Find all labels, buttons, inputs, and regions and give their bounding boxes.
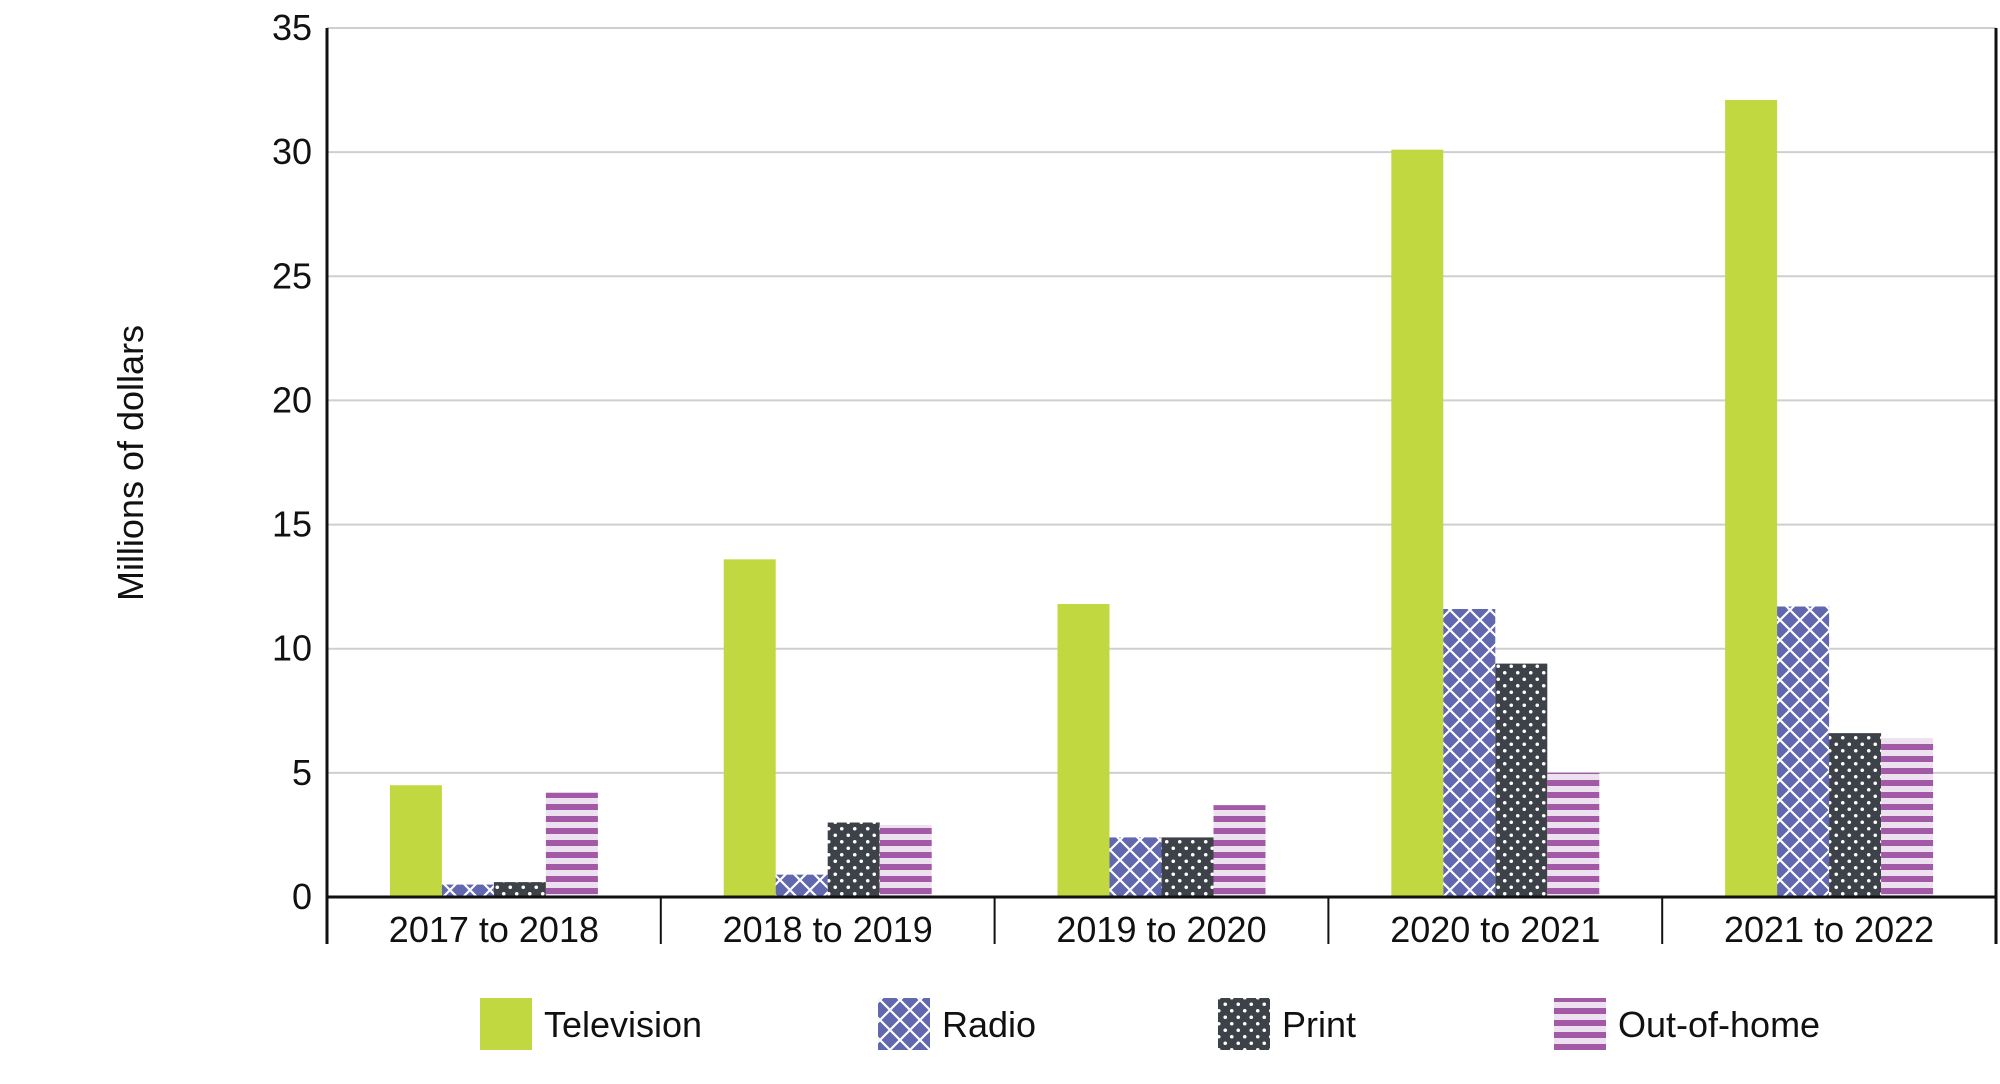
- bar-out-of-home: [1213, 805, 1266, 897]
- bar-radio: [441, 884, 494, 897]
- legend-label: Television: [544, 1004, 702, 1045]
- bar-radio: [1777, 606, 1830, 897]
- legend: Television Radio Print Out-of-home: [480, 998, 1820, 1050]
- x-category-label: 2021 to 2022: [1724, 909, 1934, 950]
- legend-label: Print: [1282, 1004, 1356, 1045]
- bar-radio: [1109, 837, 1162, 897]
- legend-swatch: [480, 998, 532, 1050]
- legend-item: Print: [1218, 998, 1356, 1050]
- x-category-label: 2017 to 2018: [389, 909, 599, 950]
- y-tick-label: 20: [272, 379, 312, 420]
- bar-out-of-home: [879, 824, 932, 897]
- bar-television: [723, 559, 776, 897]
- legend-label: Out-of-home: [1618, 1004, 1820, 1045]
- bar-print: [827, 822, 880, 897]
- bars: [389, 100, 1934, 897]
- bar-television: [389, 785, 442, 897]
- bar-print: [1829, 733, 1882, 897]
- bar-television: [1057, 604, 1110, 897]
- legend-swatch: [1554, 998, 1606, 1050]
- y-tick-label: 10: [272, 628, 312, 669]
- y-tick-label: 5: [292, 752, 312, 793]
- y-axis-title: Millions of dollars: [110, 325, 151, 601]
- x-category-label: 2018 to 2019: [723, 909, 933, 950]
- bar-print: [1495, 663, 1548, 897]
- bar-out-of-home: [1881, 738, 1934, 897]
- legend-swatch: [878, 998, 930, 1050]
- bar-television: [1391, 149, 1444, 897]
- legend-label: Radio: [942, 1004, 1036, 1045]
- gridlines: [327, 27, 1996, 774]
- y-tick-label: 25: [272, 255, 312, 296]
- axes: [325, 28, 1998, 944]
- bar-out-of-home: [1547, 772, 1600, 897]
- bar-out-of-home: [545, 792, 598, 897]
- legend-item: Out-of-home: [1554, 998, 1820, 1050]
- bar-radio: [775, 874, 828, 897]
- bar-print: [1161, 837, 1214, 897]
- bar-radio: [1443, 608, 1496, 897]
- y-tick-label: 35: [272, 7, 312, 48]
- y-tick-label: 15: [272, 504, 312, 545]
- bar-television: [1725, 100, 1778, 897]
- axis-labels: 0 5 10 15 20 25 30 35 2017 to 2018 2018 to 2019 20…: [272, 7, 1934, 950]
- bar-print: [493, 882, 546, 897]
- x-category-label: 2019 to 2020: [1056, 909, 1266, 950]
- legend-item: Radio: [878, 998, 1036, 1050]
- y-tick-label: 0: [292, 876, 312, 917]
- x-category-label: 2020 to 2021: [1390, 909, 1600, 950]
- legend-swatch: [1218, 998, 1270, 1050]
- y-tick-label: 30: [272, 131, 312, 172]
- legend-item: Television: [480, 998, 702, 1050]
